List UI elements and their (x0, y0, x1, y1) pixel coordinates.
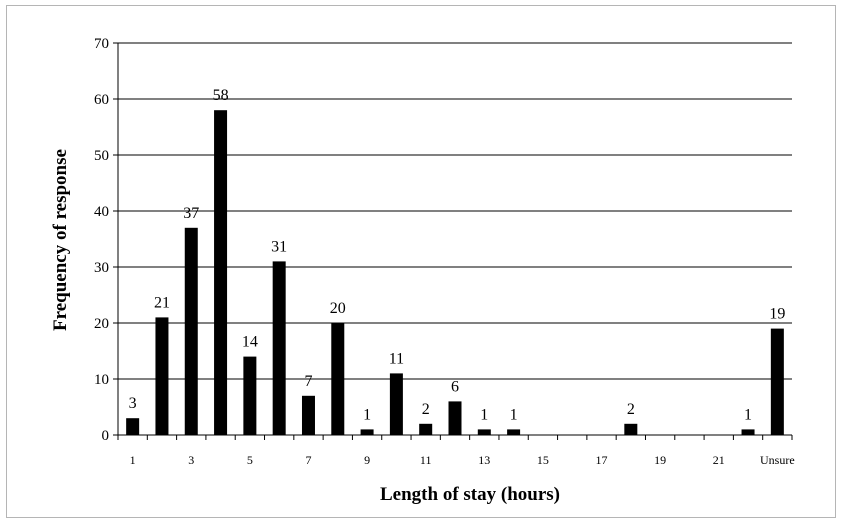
x-tick-label: 5 (247, 453, 253, 467)
bars (126, 110, 784, 435)
data-label: 6 (451, 378, 459, 395)
y-tick-label: 10 (94, 372, 109, 388)
data-label: 58 (213, 87, 229, 104)
data-label: 20 (330, 300, 346, 317)
x-tick-label: 19 (654, 453, 666, 467)
x-tick-label: Unsure (760, 453, 795, 467)
data-label: 31 (271, 238, 287, 255)
data-label: 2 (422, 401, 430, 418)
x-tick-label: 11 (420, 453, 432, 467)
bar (331, 323, 345, 435)
x-tick-label: 3 (188, 453, 194, 467)
data-label: 11 (389, 350, 404, 367)
data-label: 1 (363, 406, 371, 423)
bar (184, 227, 198, 435)
data-label: 19 (769, 306, 785, 323)
x-axis-title: Length of stay (hours) (380, 484, 560, 505)
data-label: 7 (304, 373, 312, 390)
x-tick-label: 1 (130, 453, 136, 467)
data-label: 3 (129, 395, 137, 412)
bar (360, 429, 374, 435)
x-tick-label: 7 (305, 453, 311, 467)
bar (477, 429, 491, 435)
bar (272, 261, 286, 435)
axes (117, 43, 792, 436)
x-tick-labels: 1 3 5 7 9 11 13 15 17 19 21 Unsure (130, 453, 795, 467)
x-tick-label: 9 (364, 453, 370, 467)
y-tick-label: 60 (94, 92, 109, 108)
x-tick-label: 21 (713, 453, 725, 467)
gridlines (113, 42, 793, 440)
y-tick-label: 70 (94, 36, 109, 52)
bar (301, 395, 315, 435)
bar (243, 356, 257, 435)
bar (507, 429, 521, 435)
data-label: 2 (627, 401, 635, 418)
y-axis-title: Frequency of response (50, 149, 71, 331)
bar (389, 373, 403, 435)
data-label: 14 (242, 334, 258, 351)
y-tick-labels: 0 10 20 30 40 50 60 70 (94, 36, 109, 444)
y-tick-label: 20 (94, 316, 109, 332)
bar (624, 423, 638, 435)
y-tick-label: 50 (94, 148, 109, 164)
bar (155, 317, 169, 435)
data-label: 21 (154, 294, 170, 311)
data-label: 1 (510, 406, 518, 423)
bar (126, 418, 140, 435)
bar (214, 110, 228, 435)
x-tick-label: 13 (478, 453, 490, 467)
data-label: 1 (744, 406, 752, 423)
y-tick-label: 40 (94, 204, 109, 220)
data-label: 37 (183, 205, 199, 222)
bar (741, 429, 755, 435)
bar (419, 423, 433, 435)
x-tick-label: 15 (537, 453, 549, 467)
data-label: 1 (480, 406, 488, 423)
y-tick-label: 0 (102, 428, 110, 444)
x-tick-label: 17 (596, 453, 608, 467)
y-tick-label: 30 (94, 260, 109, 276)
bar (770, 328, 784, 435)
bar (448, 401, 462, 435)
